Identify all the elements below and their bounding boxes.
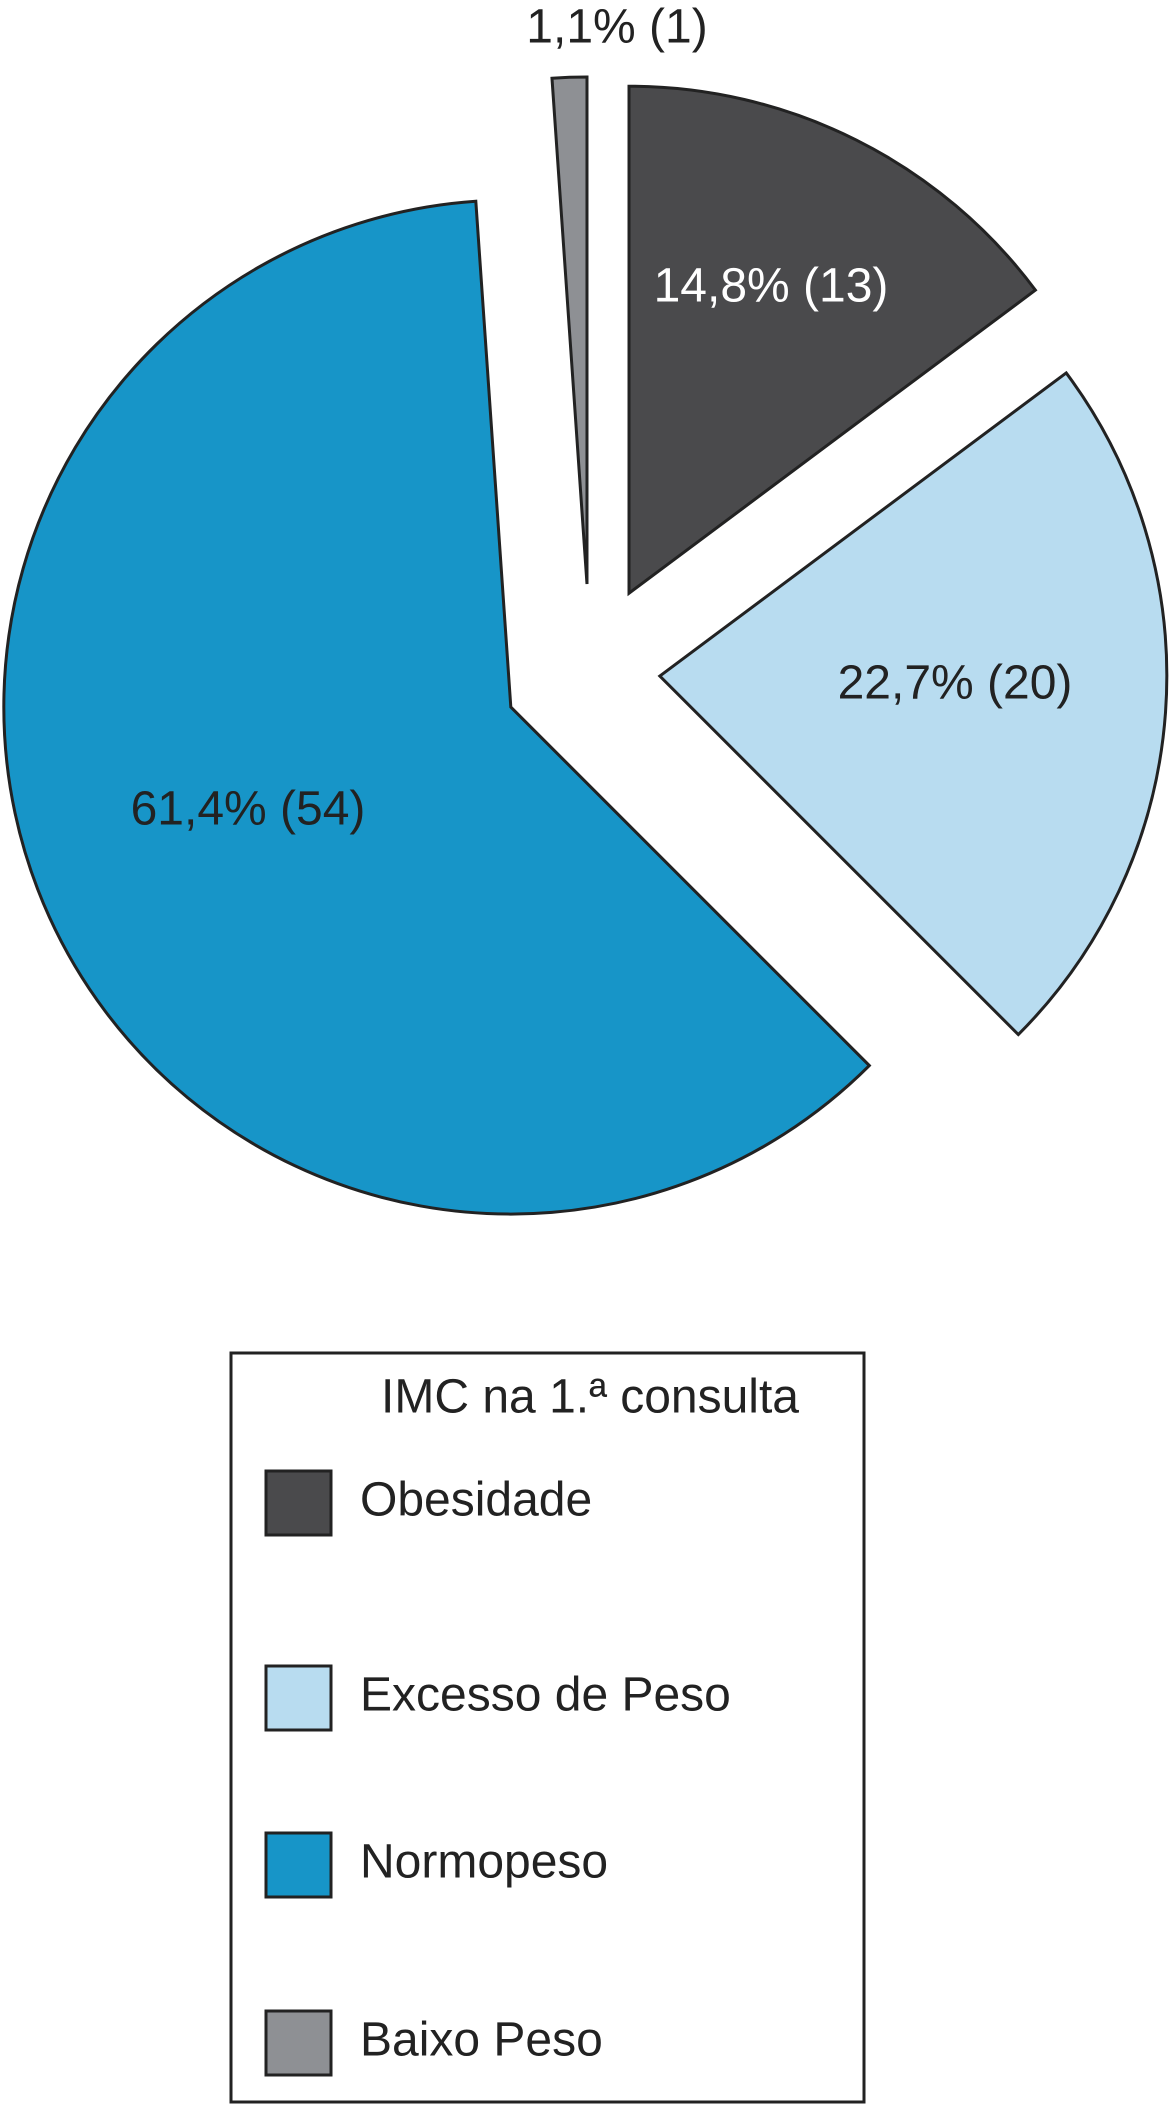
legend-swatch [264,1831,333,1899]
legend-box [229,1351,866,2104]
legend-title: IMC na 1.ª consulta [381,1371,799,1424]
legend-label: Baixo Peso [360,2014,603,2067]
value-label: 1,1% (1) [526,1,707,54]
legend-label: Obesidade [360,1474,592,1527]
legend-swatch [264,1469,333,1537]
pie-slice [657,370,1169,1037]
legend-label: Normopeso [360,1836,608,1889]
legend-swatch [264,2009,333,2077]
pie-slice [550,75,589,585]
legend-label: Excesso de Peso [360,1669,731,1722]
pie-slice [2,199,872,1216]
value-label: 22,7% (20) [838,657,1073,710]
value-label: 14,8% (13) [654,260,889,313]
value-label: 61,4% (54) [131,783,366,836]
pie-slice [627,84,1038,597]
legend-swatch [264,1664,333,1732]
